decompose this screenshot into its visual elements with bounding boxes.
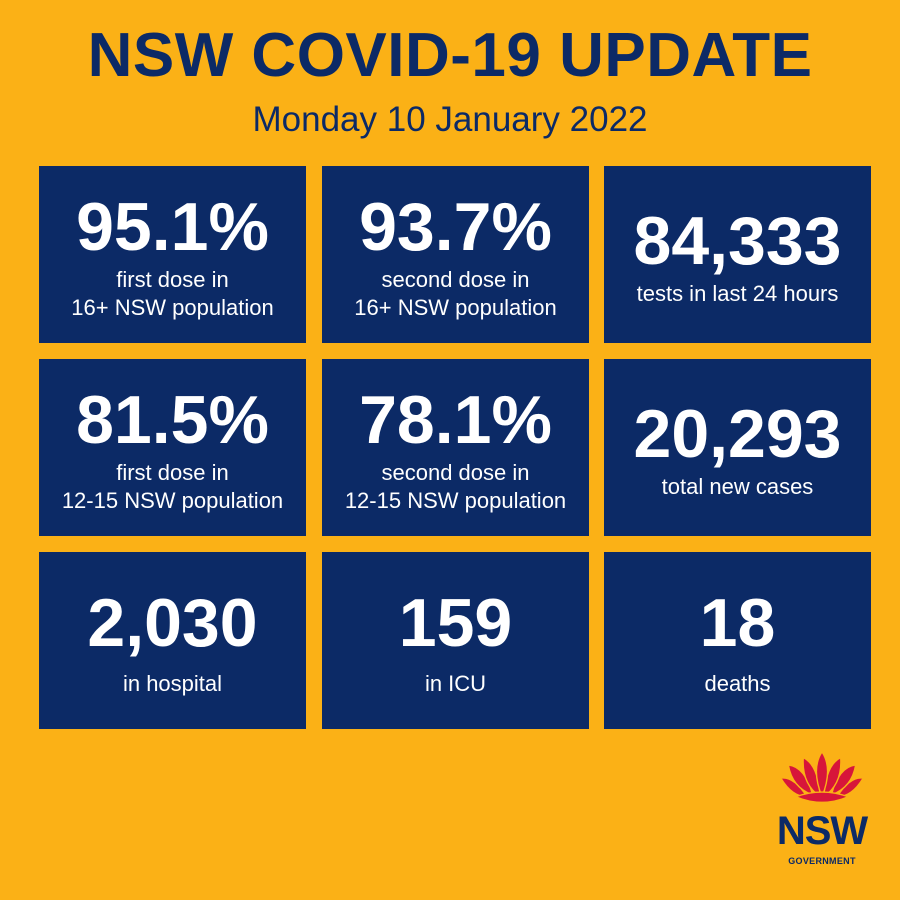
tile-first-dose-12-15: 81.5% first dose in 12-15 NSW population [39,359,306,536]
tile-icu: 159 in ICU [322,552,589,729]
waratah-icon [779,750,865,804]
stat-label: first dose in 16+ NSW population [71,266,274,320]
stat-value: 20,293 [633,395,842,472]
stat-value: 2,030 [87,584,258,661]
stat-label: total new cases [661,473,814,499]
tile-first-dose-16plus: 95.1% first dose in 16+ NSW population [39,166,306,343]
stat-value: 95.1% [76,188,269,265]
tile-deaths: 18 deaths [604,552,871,729]
stat-value: 81.5% [76,381,269,458]
tile-new-cases: 20,293 total new cases [604,359,871,536]
date-subtitle: Monday 10 January 2022 [252,100,648,139]
stat-label: second dose in 16+ NSW population [354,266,557,320]
logo-wordmark: NSW [776,809,868,853]
tile-tests: 84,333 tests in last 24 hours [604,166,871,343]
tile-second-dose-12-15: 78.1% second dose in 12-15 NSW population [322,359,589,536]
stat-value: 93.7% [359,188,552,265]
stat-value: 159 [398,584,513,661]
stat-label: in hospital [122,670,223,696]
stat-label: second dose in 12-15 NSW population [344,459,567,513]
stat-label: tests in last 24 hours [636,280,839,306]
stat-label: deaths [704,670,771,696]
stat-value: 18 [699,584,776,661]
logo-subtext: GOVERNMENT [788,856,856,866]
stat-label: first dose in 12-15 NSW population [61,459,284,513]
nsw-government-logo: NSW GOVERNMENT [772,750,872,868]
stat-value: 78.1% [359,381,552,458]
stat-label: in ICU [424,670,487,696]
stat-value: 84,333 [633,202,842,279]
tile-second-dose-16plus: 93.7% second dose in 16+ NSW population [322,166,589,343]
tile-hospital: 2,030 in hospital [39,552,306,729]
page-title: NSW COVID-19 UPDATE [87,21,813,90]
